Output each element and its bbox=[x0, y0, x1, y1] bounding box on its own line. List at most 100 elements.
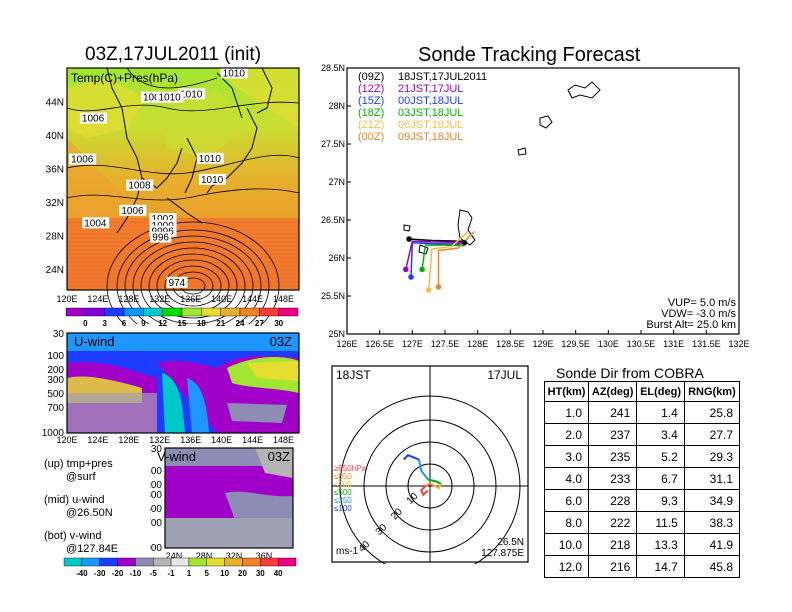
hodograph-rings bbox=[332, 366, 528, 564]
track-lat-ticks: 28.5N 28N 27.5N 27N 26.5N 26N 25.5N 25N bbox=[321, 63, 351, 339]
table-cell: 13.3 bbox=[636, 533, 685, 556]
table-cell: 25.8 bbox=[683, 401, 741, 424]
map-lon-ticks: 120E 124E 128E 132E 136E 140E 144E 148E bbox=[56, 294, 294, 304]
u-wind-label: U-wind bbox=[74, 334, 114, 349]
landing-point bbox=[406, 236, 412, 242]
pressure-tick: 30 bbox=[151, 444, 163, 455]
isobar-label-bg bbox=[119, 204, 147, 216]
hodograph-lat: 26.5N bbox=[497, 537, 524, 548]
table-cell: 45.8 bbox=[683, 555, 741, 578]
hodograph-segment bbox=[425, 482, 435, 487]
lon-tick: 140E bbox=[211, 294, 232, 304]
table-cell: 6.7 bbox=[636, 467, 685, 490]
colorbar-swatch bbox=[153, 557, 172, 567]
lat-tick: 25.5N bbox=[321, 291, 345, 301]
track-param: Burst Alt= 25.0 km bbox=[646, 319, 736, 331]
isobar-label: 100 bbox=[143, 93, 160, 104]
isobar-label-bg bbox=[79, 112, 107, 124]
u-wind-time: 03Z bbox=[270, 334, 292, 349]
hodograph-trace bbox=[402, 454, 442, 497]
layer-label: ≥850hPa bbox=[334, 464, 367, 473]
isobar-label: 1002 bbox=[152, 214, 175, 225]
lat-tick: 24N bbox=[166, 551, 183, 561]
colorbar-swatch bbox=[181, 307, 202, 317]
table-row: 6.0 228 9.3 34.9 bbox=[543, 489, 741, 512]
lat-tick: 27N bbox=[328, 177, 345, 187]
lat-tick: 32N bbox=[46, 198, 64, 209]
colorbar-label: 12 bbox=[158, 319, 167, 328]
right-title: Sonde Tracking Forecast bbox=[418, 44, 641, 66]
isobar-label-bg bbox=[82, 217, 110, 229]
track-line bbox=[405, 240, 465, 270]
lat-tick: 32N bbox=[226, 551, 243, 561]
lat-tick: 24N bbox=[46, 265, 64, 276]
lon-tick: 128E bbox=[118, 294, 139, 304]
v-lat-ticks: 24N 28N 32N 36N bbox=[166, 551, 273, 561]
colorbar-swatch bbox=[188, 557, 207, 567]
lon-tick: 120E bbox=[56, 294, 77, 304]
isobar-label: 1010 bbox=[223, 68, 246, 79]
colorbar-label: -5 bbox=[150, 569, 158, 578]
lon-tick: 132E bbox=[728, 339, 749, 349]
isobar-label: 996 bbox=[152, 233, 169, 244]
table-cell: 31.1 bbox=[683, 467, 741, 490]
table-cell: 1.0 bbox=[543, 401, 590, 424]
track-line bbox=[410, 242, 465, 278]
isobar-label: 1010 bbox=[201, 175, 224, 186]
colorbar-swatch bbox=[63, 557, 83, 567]
table-title: Sonde Dir from COBRA bbox=[556, 365, 704, 381]
v-wind-label: V-wind bbox=[157, 449, 196, 464]
table-row: 12.0 216 14.7 45.8 bbox=[543, 555, 741, 578]
isobar-label-bg bbox=[126, 179, 154, 191]
legend-text: 18JST,17JUL2011 bbox=[398, 71, 487, 83]
lat-tick: 40N bbox=[46, 131, 64, 142]
hodograph-segment bbox=[418, 459, 429, 481]
hodograph-time-right: 17JUL bbox=[487, 368, 522, 382]
table-row: 4.0 233 6.7 31.1 bbox=[543, 467, 741, 490]
table-cell: 41.9 bbox=[683, 533, 741, 556]
colorbar-swatch bbox=[135, 557, 154, 567]
track-lon-ticks: 126E 126.5E 127E 127.5E 128E 128.5E 129E 129.5E… bbox=[336, 330, 750, 349]
legend-text: 03JST,18JUL bbox=[398, 107, 463, 119]
isobar-label-bg bbox=[149, 219, 177, 231]
colorbar-swatch bbox=[85, 307, 105, 317]
map-label: Temp(C)+Pres(hPa) bbox=[71, 71, 178, 85]
landing-point bbox=[425, 287, 432, 293]
colorbar-label: 15 bbox=[178, 319, 187, 328]
isobar-label-bg bbox=[156, 91, 184, 103]
colorbar-label: 21 bbox=[216, 319, 225, 328]
hodograph-layer-legend: ≥850hPa≤850≤700≤500≤250≤100 bbox=[334, 464, 367, 513]
legend-text: 09JST,18JUL bbox=[398, 131, 463, 143]
colorbar-label: 18 bbox=[197, 319, 206, 328]
panel-notes: (up) tmp+pres @surf (mid) u-wind @26.50N (bo… bbox=[44, 458, 118, 566]
lon-tick: 126.5E bbox=[365, 339, 394, 349]
isobar-lines bbox=[66, 67, 300, 324]
legend-text: 00JST,18JUL bbox=[398, 95, 463, 107]
isobar-label-bg bbox=[220, 67, 248, 79]
table-cell: 5.2 bbox=[636, 445, 685, 468]
legend-run: (09Z) bbox=[358, 71, 384, 83]
lat-tick: 28N bbox=[328, 101, 345, 111]
table-cell: 228 bbox=[588, 489, 638, 512]
landing-point bbox=[408, 274, 414, 280]
layer-label: ≤250 bbox=[334, 496, 352, 505]
colorbar-swatch bbox=[224, 557, 243, 567]
lon-tick: 131E bbox=[663, 339, 684, 349]
track-legend: (09Z) 18JST,17JUL2011 (12Z) 21JST,17JUL (15Z… bbox=[358, 71, 487, 143]
pressure-tick: 500 bbox=[150, 504, 162, 515]
colorbar-swatch bbox=[65, 307, 86, 317]
pressure-tick: 700 bbox=[47, 403, 64, 414]
colorbar-swatch bbox=[242, 557, 261, 567]
colorbar-label: -40 bbox=[76, 569, 88, 578]
note-line: (mid) u-wind bbox=[44, 494, 105, 506]
layer-label: ≤100 bbox=[334, 504, 352, 513]
isobar-label-bg bbox=[149, 225, 177, 237]
table-cell: 8.0 bbox=[543, 511, 590, 534]
table-cell: 12.0 bbox=[543, 555, 590, 578]
colorbar-label: 0 bbox=[83, 319, 88, 328]
lon-tick: 140E bbox=[211, 435, 232, 444]
